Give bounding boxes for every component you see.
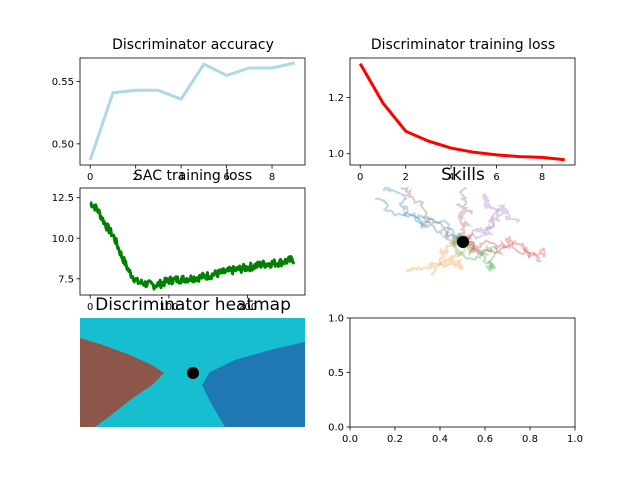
accuracy-series-line — [88, 61, 296, 161]
empty-ytick-label: 0.5 — [328, 368, 344, 379]
accuracy-xtick-label: 8 — [269, 172, 275, 183]
disc-loss-title: Discriminator training loss — [371, 37, 555, 53]
sac-loss-series-line — [89, 201, 296, 291]
skill-trajectory — [455, 187, 473, 245]
skill-trajectory — [400, 185, 467, 248]
skill-trajectory — [459, 204, 521, 245]
sac-loss-xtick-label: 0 — [87, 302, 93, 313]
disc-loss-ytick-label: 1.0 — [328, 149, 344, 160]
heatmap-plot — [80, 318, 305, 427]
accuracy-plot: 0 2 4 6 8 0.50 0.55 — [52, 57, 306, 183]
panel-disc-loss: Discriminator training loss 0 2 4 6 8 1.0 1.2 — [328, 37, 576, 183]
sac-loss-xtick-label: 100 — [159, 302, 178, 313]
disc-loss-ytick-label: 1.2 — [328, 93, 344, 104]
skill-trajectory — [382, 187, 467, 243]
empty-xtick-label: 0.2 — [387, 434, 403, 445]
disc-loss-plot: 0 2 4 6 8 1.0 1.2 — [328, 57, 576, 183]
empty-xtick-label: 0.6 — [477, 434, 493, 445]
disc-loss-xtick-label: 8 — [539, 172, 545, 183]
sac-loss-ytick-label: 7.5 — [58, 274, 74, 285]
panel-heatmap: Discriminator heatmap — [80, 295, 305, 427]
sac-loss-frame — [79, 187, 306, 296]
skill-trajectory — [449, 232, 496, 273]
disc-loss-frame — [349, 57, 576, 166]
accuracy-xtick-label: 2 — [132, 172, 138, 183]
skill-trajectory — [462, 192, 500, 246]
disc-loss-xtick-label: 0 — [357, 172, 363, 183]
empty-frame — [349, 317, 576, 428]
empty-ytick-label: 0.0 — [328, 423, 344, 434]
accuracy-xtick-label: 4 — [178, 172, 184, 183]
empty-xtick-label: 0.8 — [522, 434, 538, 445]
disc-loss-xtick-label: 4 — [448, 172, 454, 183]
skill-trajectory — [458, 236, 546, 259]
disc-loss-xtick-label: 2 — [402, 172, 408, 183]
empty-xtick-label: 0.4 — [432, 434, 448, 445]
heatmap-brown-region — [80, 338, 164, 427]
accuracy-ytick-label: 0.55 — [52, 77, 74, 88]
skills-start-marker — [457, 236, 469, 248]
heatmap-title: Discriminator heatmap — [95, 295, 291, 315]
skill-trajectory — [374, 197, 464, 243]
sac-loss-ytick-label: 10.0 — [52, 234, 74, 245]
accuracy-xtick-label: 0 — [87, 172, 93, 183]
sac-loss-ytick-label: 12.5 — [52, 193, 74, 204]
heatmap-start-marker — [187, 367, 199, 379]
sac-loss-xtick-label: 200 — [238, 302, 257, 313]
empty-xtick-label: 1.0 — [567, 434, 583, 445]
accuracy-xtick-label: 6 — [223, 172, 229, 183]
heatmap-blue-region — [202, 342, 305, 427]
panel-accuracy: Discriminator accuracy 0 2 4 6 8 0.50 0.55 — [52, 37, 306, 183]
skill-trajectory — [430, 239, 466, 277]
skills-title: Skills — [441, 165, 485, 185]
skills-plot — [374, 185, 546, 277]
panel-skills: Skills — [374, 165, 546, 277]
accuracy-frame — [79, 57, 306, 166]
accuracy-ytick-label: 0.50 — [52, 139, 74, 150]
sac-loss-plot: 0 100 200 7.5 10.0 12.5 — [52, 187, 306, 313]
panel-empty: 0.0 0.2 0.4 0.6 0.8 1.0 0.0 0.5 1.0 — [328, 314, 583, 446]
empty-plot: 0.0 0.2 0.4 0.6 0.8 1.0 0.0 0.5 1.0 — [328, 314, 583, 446]
empty-ytick-label: 1.0 — [328, 314, 344, 325]
sac-loss-title: SAC training loss — [134, 168, 252, 184]
panel-sac-loss: 0 100 200 7.5 10.0 12.5 SAC training loss — [52, 168, 306, 313]
disc-loss-series-line — [358, 62, 565, 162]
accuracy-title: Discriminator accuracy — [112, 37, 274, 53]
disc-loss-xtick-label: 6 — [493, 172, 499, 183]
skill-trajectory — [456, 235, 543, 263]
empty-xtick-label: 0.0 — [342, 434, 358, 445]
